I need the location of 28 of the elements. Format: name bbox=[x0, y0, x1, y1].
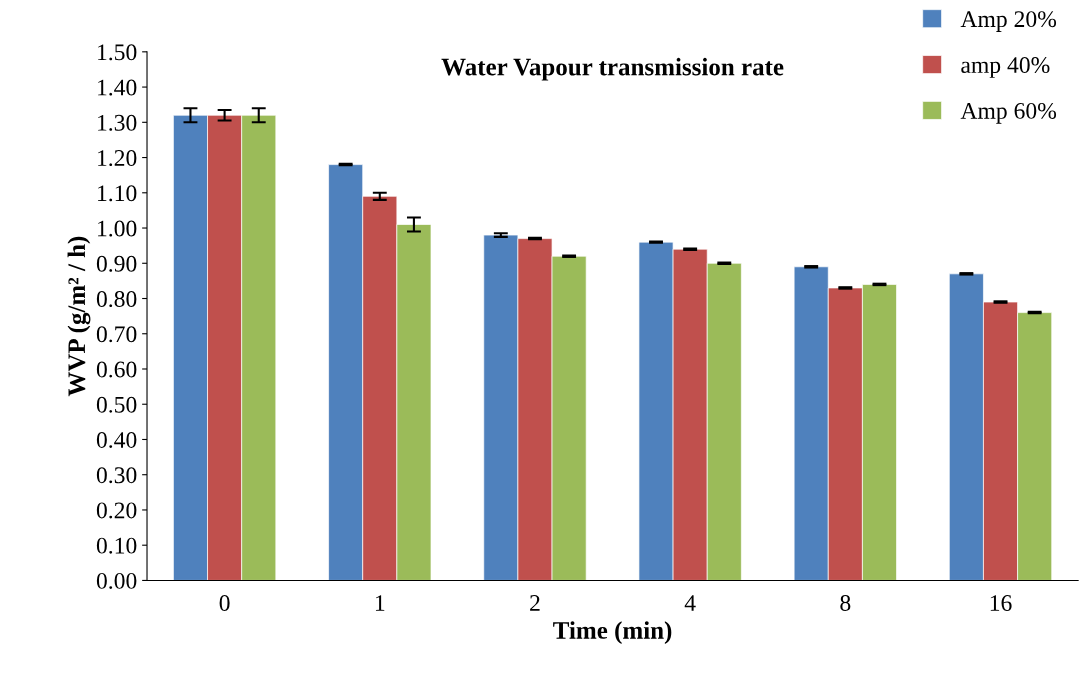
y-tick-label: 1.40 bbox=[98, 79, 137, 96]
x-tick-label: 8 bbox=[840, 595, 851, 611]
y-tick-label: 0.40 bbox=[96, 431, 137, 448]
y-tick-label: 1.20 bbox=[98, 150, 137, 167]
y-tick-label: 0.90 bbox=[96, 255, 137, 272]
legend-label: amp 40% bbox=[961, 57, 1050, 78]
y-tick-label: 0.70 bbox=[96, 326, 137, 343]
y-tick-label: 0.20 bbox=[96, 502, 137, 519]
y-tick-label: 0.30 bbox=[96, 467, 137, 484]
x-tick-label: 1 bbox=[375, 595, 385, 611]
x-axis-title: Time (min) bbox=[553, 621, 672, 644]
x-tick-label: 2 bbox=[530, 595, 540, 611]
y-tick-label: 0.80 bbox=[96, 291, 137, 308]
chart-title: Water Vapour transmission rate bbox=[441, 57, 784, 81]
legend-label: Amp 20% bbox=[960, 11, 1057, 32]
y-tick-label: 0.10 bbox=[96, 537, 137, 554]
y-tick-label: 0.50 bbox=[96, 396, 137, 413]
y-tick-label: 1.00 bbox=[98, 220, 137, 237]
y-tick-label: 0.60 bbox=[96, 361, 137, 378]
y-axis-title: WVP (g/m² / h) bbox=[67, 236, 91, 397]
y-tick-label: 1.50 bbox=[98, 44, 137, 61]
x-tick-label: 4 bbox=[684, 595, 696, 611]
legend-label: Amp 60% bbox=[960, 102, 1057, 124]
x-tick-label: 16 bbox=[990, 595, 1012, 611]
y-tick-label: 1.10 bbox=[98, 185, 137, 202]
x-tick-label: 0 bbox=[219, 595, 230, 611]
y-tick-label: 1.30 bbox=[98, 114, 137, 131]
y-tick-label: 0.00 bbox=[96, 572, 137, 589]
